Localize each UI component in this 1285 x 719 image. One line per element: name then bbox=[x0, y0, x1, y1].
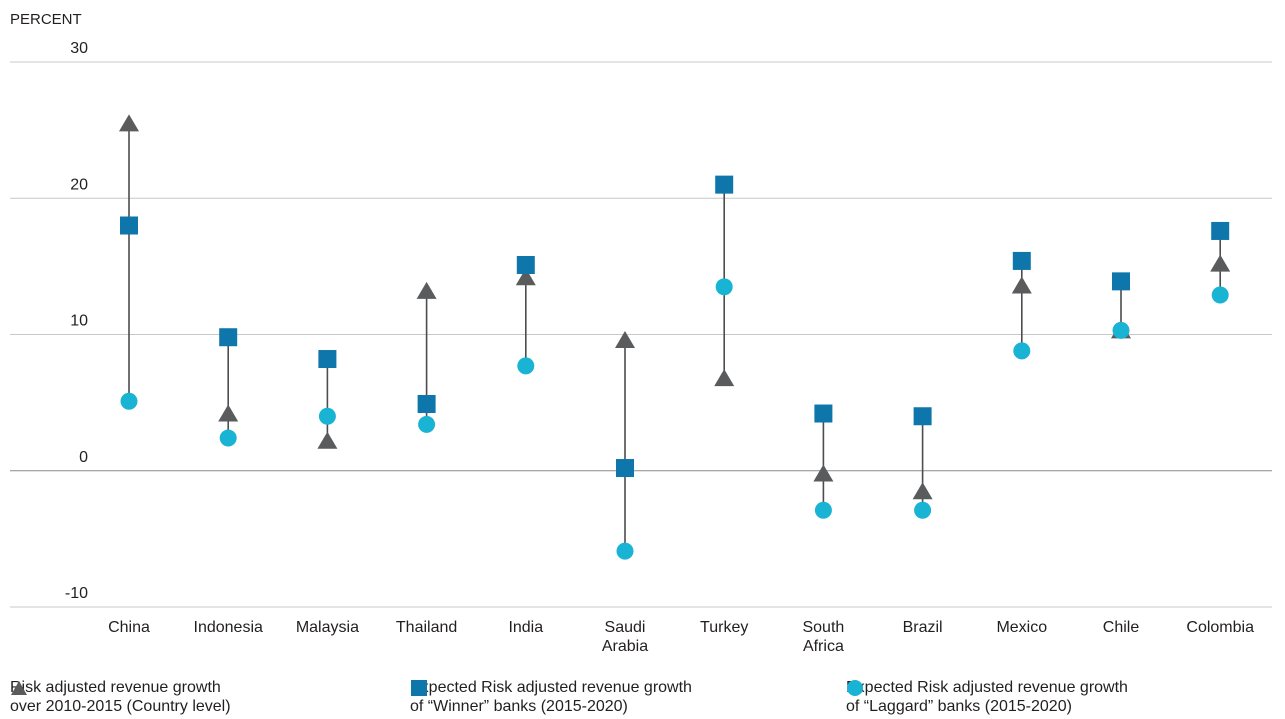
square-point bbox=[814, 404, 833, 423]
legend-label: Expected Risk adjusted revenue growth of… bbox=[846, 679, 1128, 715]
square-point bbox=[616, 459, 634, 478]
circle-point bbox=[814, 501, 832, 519]
x-category-label: Chile bbox=[1103, 619, 1140, 636]
y-tick-label: 30 bbox=[70, 40, 88, 57]
legend-label: Expected Risk adjusted revenue growth of… bbox=[410, 679, 692, 715]
triangle-point bbox=[317, 431, 338, 449]
circle-point bbox=[914, 501, 932, 519]
square-point bbox=[1012, 251, 1031, 270]
triangle-point bbox=[912, 482, 933, 500]
x-category-label: India bbox=[508, 619, 543, 636]
circle-point bbox=[120, 392, 138, 410]
square-point bbox=[1211, 221, 1230, 240]
chart-plot: PERCENT 30 20 10 0 -10 China Indonesia Malaysia T… bbox=[10, 11, 1272, 655]
square-point bbox=[219, 328, 238, 347]
square-point bbox=[318, 350, 337, 369]
x-category-label: Mexico bbox=[996, 619, 1047, 636]
triangle-point bbox=[1210, 254, 1231, 272]
circle-point bbox=[1013, 342, 1031, 360]
circle-point bbox=[418, 415, 436, 433]
y-tick-label: 0 bbox=[79, 449, 88, 466]
circle-point bbox=[517, 357, 535, 375]
legend-item-triangle: Risk adjusted revenue growth over 2010-2… bbox=[10, 678, 231, 716]
circle-point bbox=[715, 278, 733, 296]
triangle-point bbox=[416, 281, 437, 299]
triangle-point bbox=[714, 369, 735, 387]
y-tick-label: 10 bbox=[70, 313, 88, 330]
circle-point bbox=[1211, 286, 1229, 304]
x-category-label: Malaysia bbox=[296, 619, 359, 636]
triangle-point bbox=[218, 404, 239, 422]
circle-point bbox=[318, 407, 336, 425]
legend-label: Risk adjusted revenue growth over 2010-2… bbox=[10, 679, 231, 715]
square-point bbox=[913, 407, 932, 426]
circle-legend-icon bbox=[847, 680, 863, 696]
x-category-label: Brazil bbox=[903, 619, 943, 636]
circle-point bbox=[616, 542, 634, 560]
square-point bbox=[120, 216, 138, 235]
circle-point bbox=[219, 429, 237, 447]
y-unit-label: PERCENT bbox=[10, 11, 82, 28]
x-category-label: Colombia bbox=[1186, 619, 1254, 636]
square-point bbox=[715, 175, 734, 194]
x-category-label: Turkey bbox=[700, 619, 748, 636]
circle-point bbox=[1112, 321, 1130, 339]
legend-item-square: Expected Risk adjusted revenue growth of… bbox=[410, 678, 692, 716]
square-point bbox=[417, 394, 436, 413]
square-legend-icon bbox=[411, 680, 427, 696]
x-category-label: South Africa bbox=[802, 619, 844, 655]
y-tick-label: -10 bbox=[65, 585, 88, 602]
triangle-point bbox=[615, 330, 635, 348]
triangle-legend-icon bbox=[11, 681, 27, 695]
x-category-label: Saudi Arabia bbox=[602, 619, 648, 655]
x-category-label: Indonesia bbox=[194, 619, 263, 636]
y-tick-label: 20 bbox=[70, 176, 88, 193]
triangle-point bbox=[515, 268, 536, 286]
legend-item-circle: Expected Risk adjusted revenue growth of… bbox=[846, 678, 1128, 716]
square-point bbox=[1112, 272, 1130, 291]
x-category-label: China bbox=[108, 619, 150, 636]
square-point bbox=[516, 256, 535, 275]
x-category-label: Thailand bbox=[396, 619, 457, 636]
triangle-point bbox=[1011, 276, 1032, 294]
triangle-point bbox=[119, 114, 139, 132]
triangle-point bbox=[813, 464, 834, 482]
